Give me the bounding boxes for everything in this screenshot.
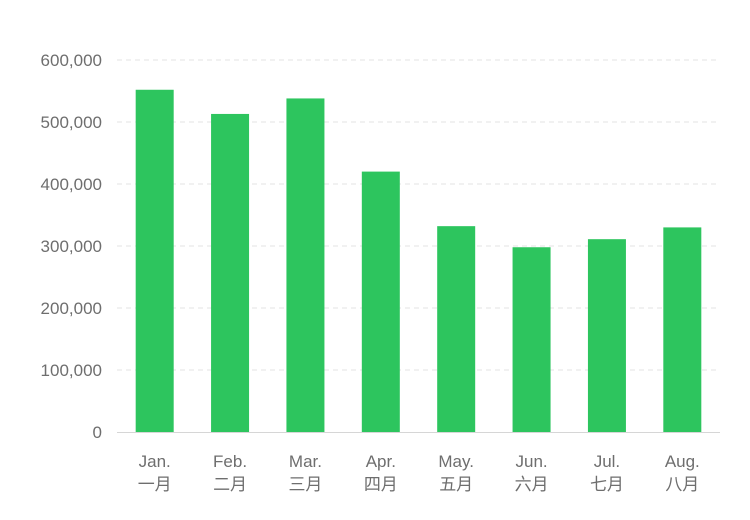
x-axis-category-labels: Jan. 一月 Feb. 二月 Mar. 三月 Apr. 四月 May. 五月 Jun. 六月 Jul.… <box>138 452 700 494</box>
bar <box>211 113 250 432</box>
x-tick-label-zh: 五月 <box>439 475 473 494</box>
y-tick-label: 300,000 <box>41 237 102 256</box>
x-tick-label-en: Jul. <box>594 452 620 471</box>
gridlines <box>117 59 720 371</box>
x-tick-label-zh: 三月 <box>288 475 322 494</box>
y-tick-label: 400,000 <box>41 175 102 194</box>
bar <box>587 239 626 432</box>
x-tick-label-en: Apr. <box>366 452 396 471</box>
bar <box>286 98 325 432</box>
x-tick-label-zh: 二月 <box>213 475 247 494</box>
x-tick-label-en: May. <box>438 452 474 471</box>
x-tick-label-en: Aug. <box>665 452 700 471</box>
bar <box>361 171 400 432</box>
y-tick-label: 600,000 <box>41 51 102 70</box>
bar <box>437 226 476 432</box>
y-tick-label: 100,000 <box>41 361 102 380</box>
x-tick-label-en: Mar. <box>289 452 322 471</box>
x-tick-label-zh: 七月 <box>590 475 624 494</box>
y-axis-tick-labels: 0 100,000 200,000 300,000 400,000 500,000 600,… <box>41 51 102 442</box>
x-tick-label-zh: 一月 <box>138 475 172 494</box>
x-tick-label-en: Feb. <box>213 452 247 471</box>
x-tick-label-zh: 六月 <box>515 475 549 494</box>
bars <box>135 89 702 432</box>
bar <box>663 227 702 432</box>
x-tick-label-en: Jun. <box>515 452 547 471</box>
y-tick-label: 200,000 <box>41 299 102 318</box>
bar <box>512 247 551 432</box>
x-tick-label-en: Jan. <box>139 452 171 471</box>
x-tick-label-zh: 八月 <box>665 475 699 494</box>
x-tick-label-zh: 四月 <box>364 475 398 494</box>
y-tick-label: 0 <box>93 423 102 442</box>
y-tick-label: 500,000 <box>41 113 102 132</box>
bar <box>135 89 174 432</box>
